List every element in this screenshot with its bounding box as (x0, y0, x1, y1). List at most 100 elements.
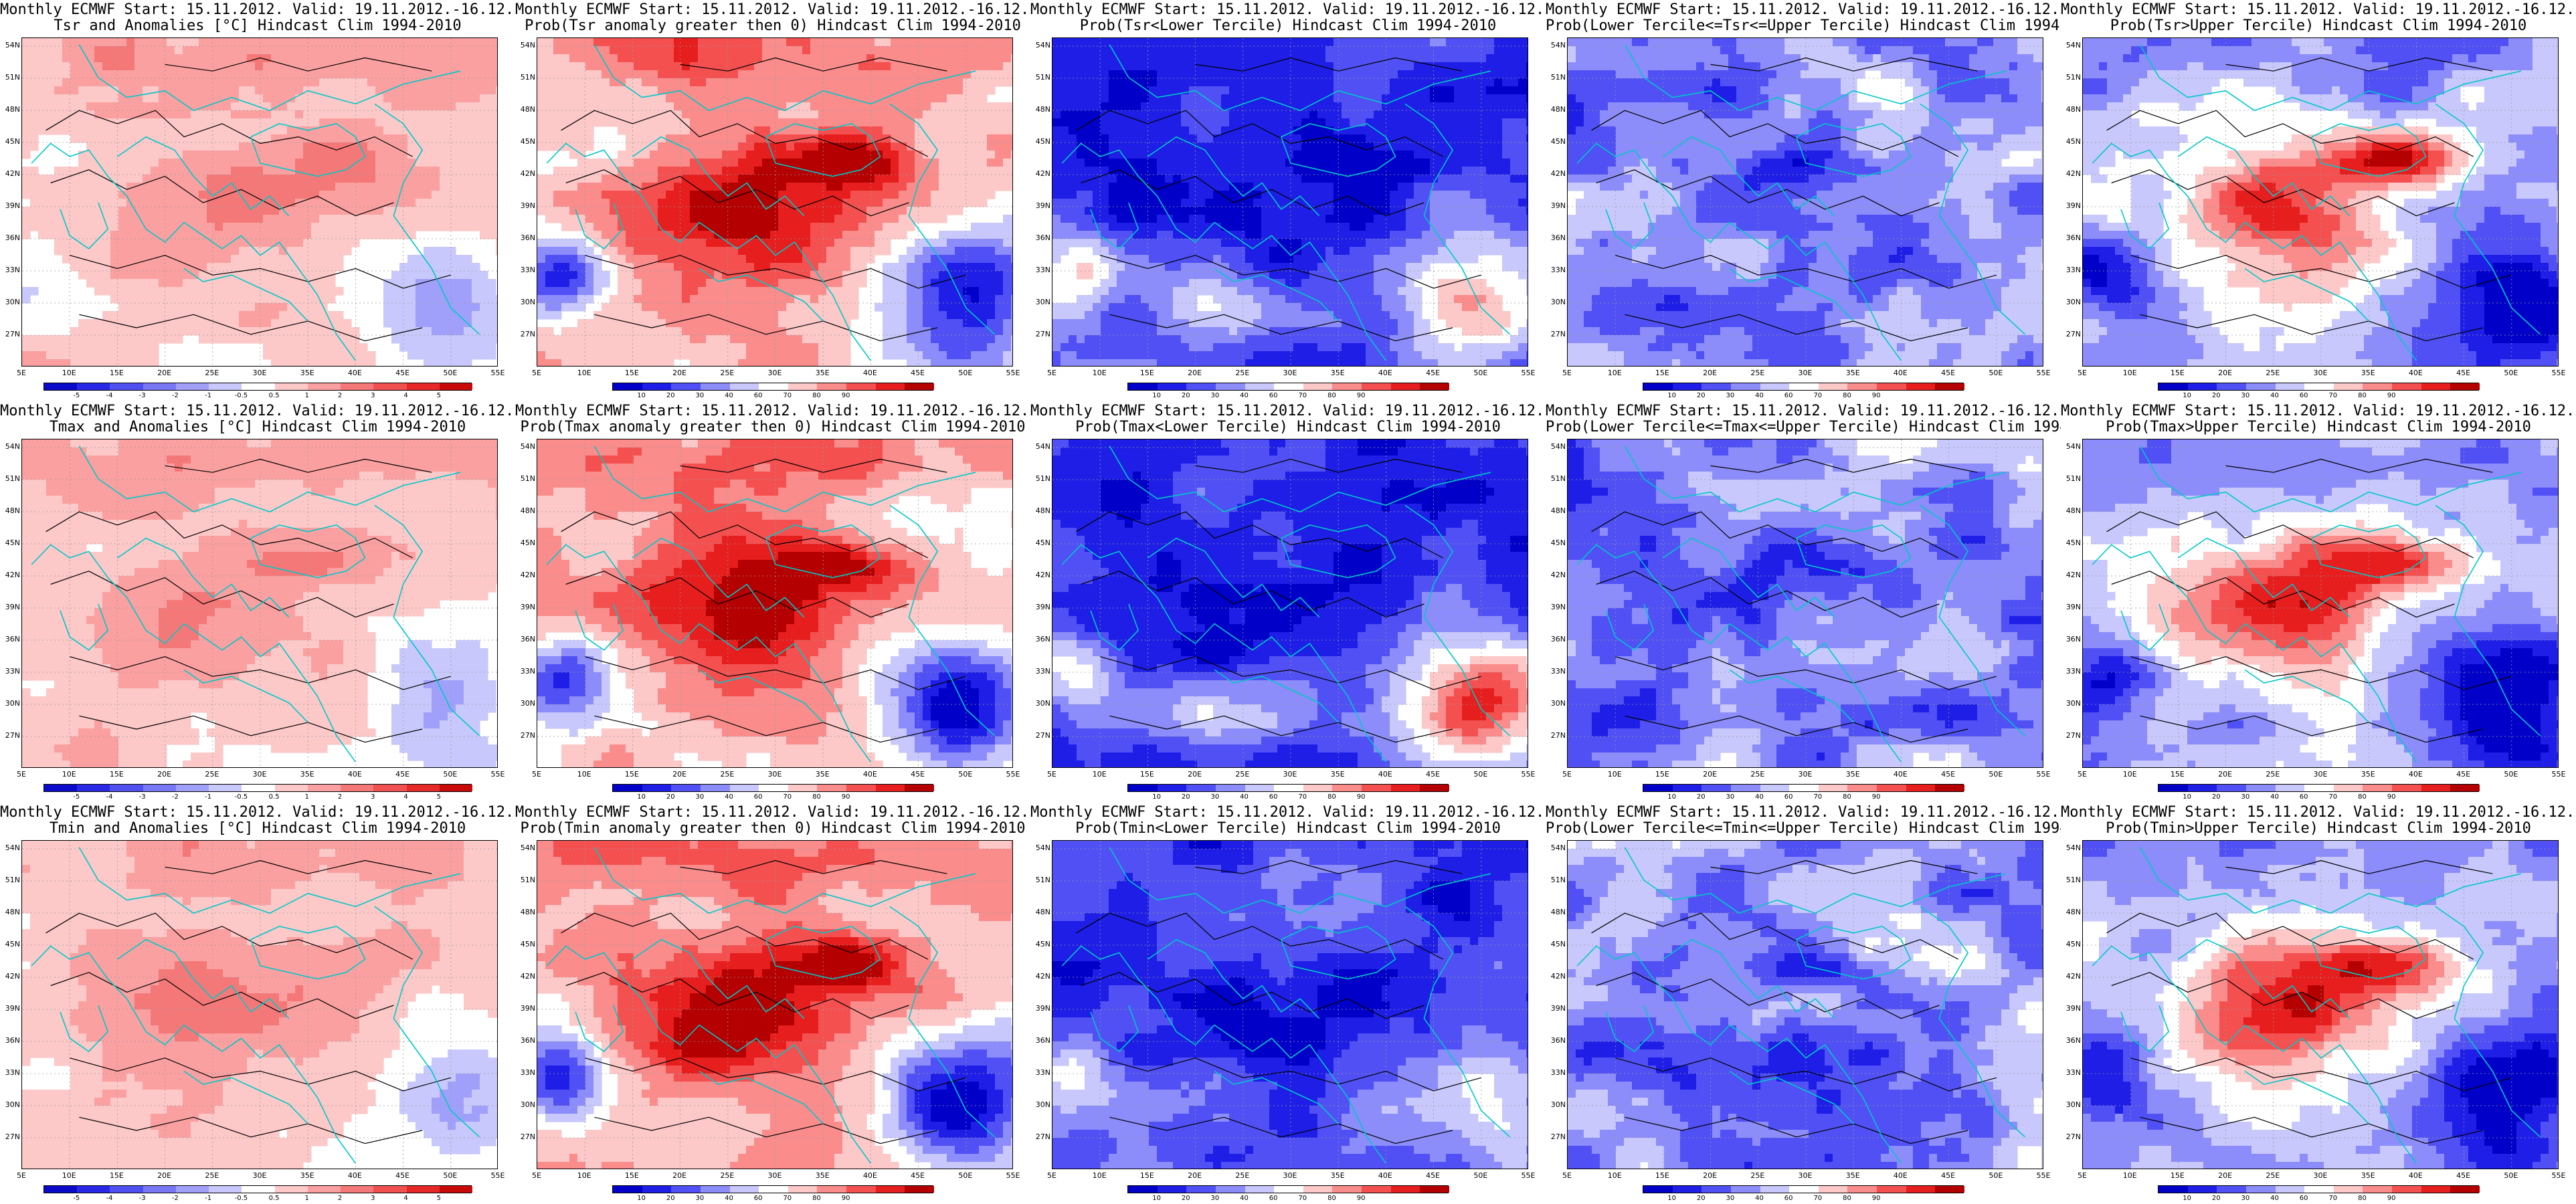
longitude-tick-label: 40E (1894, 1171, 1908, 1180)
temperature-contour (2140, 715, 2484, 743)
temperature-contour (1710, 860, 1978, 874)
longitude-tick-label: 10E (2123, 369, 2137, 377)
latitude-tick-label: 39N (1550, 201, 1566, 210)
temperature-contour (585, 255, 966, 289)
latitude-tick-label: 36N (1550, 635, 1566, 643)
longitude-tick-label: 40E (2409, 369, 2423, 377)
colorbar-label: 70 (1298, 1195, 1307, 1202)
latitude-tick-label: 36N (4, 1036, 20, 1045)
colorbar-segment (1215, 785, 1246, 791)
latitude-tick-label: 30N (1550, 699, 1566, 708)
colorbar-segment (875, 785, 905, 791)
colorbar-label: 1 (305, 793, 309, 801)
longitude-tick-label: 15E (1655, 770, 1669, 779)
coastline (2139, 44, 2522, 111)
coastline (1662, 938, 1835, 1019)
latitude-tick-label: 42N (4, 169, 20, 178)
colorbar-label: 30 (696, 1195, 705, 1202)
longitude-tick-label: 50E (958, 1171, 972, 1180)
longitude-tick-label: 45E (1941, 369, 1955, 377)
latitude-tick-label: 54N (4, 41, 20, 49)
temperature-contour (561, 110, 929, 157)
longitude-tick-label: 10E (577, 369, 591, 377)
latitude-tick-label: 51N (1550, 73, 1566, 82)
temperature-contour (2130, 1058, 2512, 1092)
coastline (593, 44, 976, 111)
colorbar-segment (307, 383, 341, 390)
temperature-contour (79, 1116, 423, 1144)
colorbar-segment (1847, 1186, 1877, 1193)
colorbar-segment (1789, 383, 1819, 390)
coastline (1214, 268, 1339, 322)
longitude-tick-label: 50E (1473, 770, 1487, 779)
latitude-tick-label: 54N (519, 442, 535, 451)
longitude-tick-label: 40E (863, 369, 877, 377)
colorbar-label: -2 (172, 392, 179, 399)
coastline (2435, 504, 2541, 736)
latitude-tick-label: 48N (4, 506, 20, 515)
colorbar-segment (274, 1186, 308, 1193)
colorbar-label: 30 (696, 392, 705, 399)
colorbar-label: 20 (1697, 1195, 1706, 1202)
colorbar-label: 10 (1152, 1195, 1161, 1202)
longitude-tick-label: 45E (395, 770, 409, 779)
colorbar-label: 70 (783, 793, 792, 801)
longitude-tick-label: 55E (1006, 369, 1020, 377)
colorbar-label: 30 (2241, 793, 2250, 801)
coastline (78, 847, 461, 914)
panel-title-line2: Prob(Tmin>Upper Tercile) Hindcast Clim 1… (2061, 820, 2576, 837)
colorbar-segment (1701, 1186, 1732, 1193)
colorbar-segment (1672, 785, 1702, 791)
temperature-contour (680, 57, 947, 72)
latitude-tick-label: 30N (1034, 298, 1050, 306)
longitude-tick-label: 40E (863, 770, 877, 779)
colorbar-segment (2421, 383, 2451, 390)
colorbar-label: 3 (371, 793, 375, 801)
colorbar-segment (2304, 785, 2334, 791)
coastline (632, 938, 805, 1019)
colorbar-segment (1877, 785, 1907, 791)
longitude-tick-label: 30E (768, 770, 782, 779)
longitude-tick-label: 55E (491, 369, 505, 377)
colorbar-segment (1274, 785, 1304, 791)
coastline (2120, 1005, 2169, 1052)
longitude-tick-label: 45E (1426, 1171, 1440, 1180)
latitude-tick-label: 39N (1034, 603, 1050, 611)
colorbar-segment (1390, 785, 1420, 791)
shaded-field (537, 439, 1012, 767)
latitude-tick-label: 45N (4, 940, 20, 948)
latitude-tick-label: 45N (4, 538, 20, 547)
colorbar-segment (729, 1186, 759, 1193)
colorbar-segment (905, 383, 935, 390)
latitude-tick-label: 54N (2065, 843, 2081, 852)
temperature-contour (1596, 571, 1940, 618)
coastline (575, 202, 624, 249)
colorbar-segment (700, 1186, 731, 1193)
longitude-tick-label: 5E (2078, 369, 2087, 377)
temperature-contour (1109, 715, 1453, 743)
temperature-contour (1100, 255, 1481, 289)
coastline (2177, 537, 2351, 618)
temperature-contour (50, 972, 394, 1019)
colorbar-label: 20 (2212, 1195, 2221, 1202)
longitude-tick-label: 20E (2218, 1171, 2232, 1180)
coastline (1061, 945, 1387, 1164)
coastline (31, 142, 357, 361)
latitude-tick-label: 54N (1550, 442, 1566, 451)
map-plot-area (537, 840, 1013, 1169)
latitude-tick-label: 27N (519, 1132, 535, 1141)
colorbar-segment (274, 383, 308, 390)
shaded-field (1568, 439, 2043, 767)
colorbar-segment (373, 785, 407, 791)
colorbar-segment (2217, 383, 2247, 390)
temperature-contour (79, 314, 423, 342)
colorbar-label: 60 (2300, 793, 2308, 801)
colorbar (1127, 383, 1450, 391)
colorbar-segment (2217, 1186, 2247, 1193)
longitude-tick-label: 55E (2552, 770, 2566, 779)
longitude-tick-label: 55E (2552, 1171, 2566, 1180)
map-panel-tsr-prob-above-zero: Monthly ECMWF Start: 15.11.2012. Valid: … (515, 0, 1030, 401)
colorbar-segment (1420, 1186, 1450, 1193)
colorbar-segment (2158, 785, 2189, 791)
map-plot-area (2082, 37, 2559, 367)
